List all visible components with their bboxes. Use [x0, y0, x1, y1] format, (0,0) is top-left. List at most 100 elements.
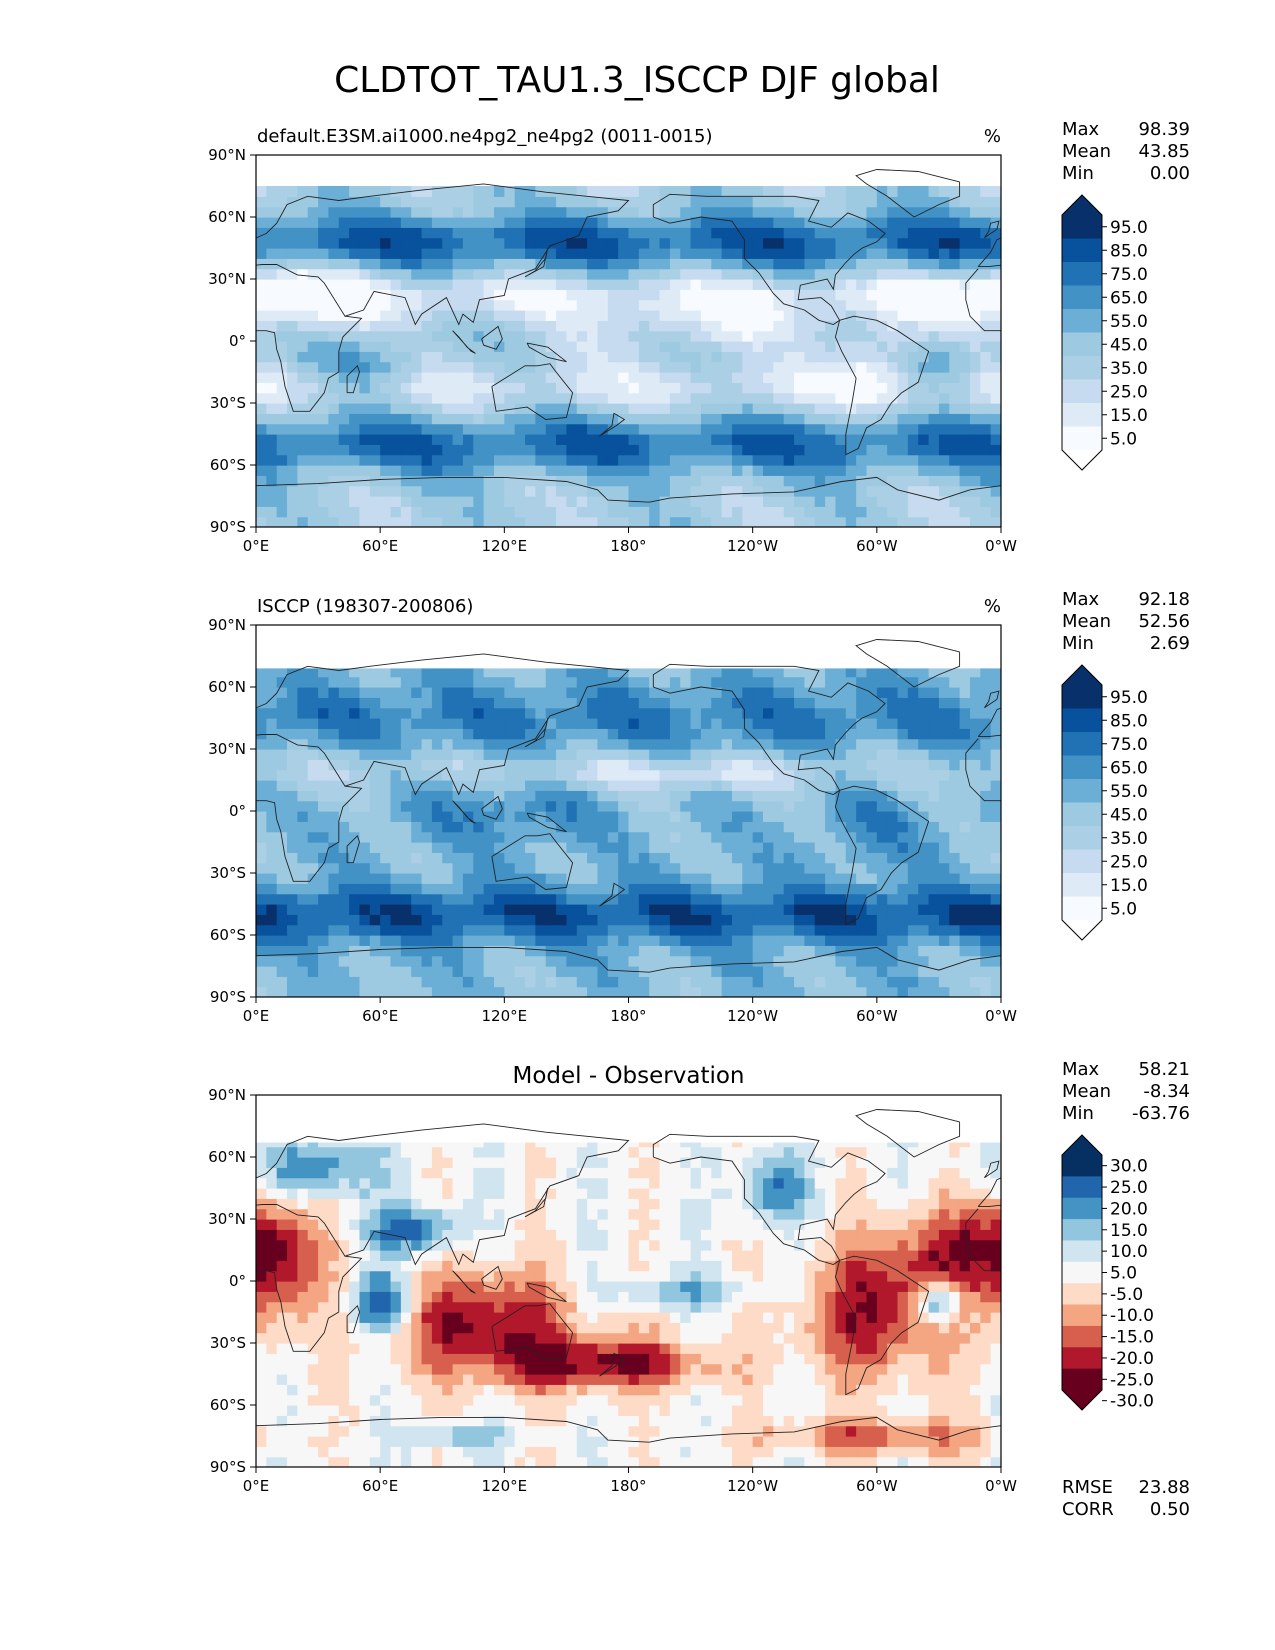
stat-label: Min [1062, 163, 1094, 184]
y-tick-label: 30°S [210, 1334, 246, 1352]
x-tick-label: 0°E [243, 1477, 270, 1495]
panel-title: Model - Observation [512, 1063, 744, 1089]
stat-label: Max [1062, 119, 1100, 140]
colorbar-outline [1061, 664, 1103, 941]
colorbar-outline [1061, 1134, 1103, 1411]
colorbar-tick-label: 25.0 [1110, 1178, 1148, 1198]
contour-field [256, 1142, 1001, 1467]
colorbar-segment [1062, 826, 1102, 850]
x-tick-label: 0°W [985, 537, 1017, 555]
colorbar-tick-label: 95.0 [1110, 218, 1148, 238]
stat-value: -63.76 [1132, 1103, 1190, 1124]
colorbar-segment [1062, 1219, 1102, 1241]
x-tick-label: 60°W [856, 1477, 898, 1495]
colorbar-segment [1062, 1261, 1102, 1284]
stat-value: 2.69 [1150, 633, 1190, 654]
colorbar-tick-label: 35.0 [1110, 829, 1148, 849]
y-tick-label: 30°N [208, 1210, 246, 1228]
colorbar-extend-max [1062, 665, 1102, 685]
y-tick-label: 60°N [208, 678, 246, 696]
colorbar-segment [1062, 708, 1102, 733]
colorbar-tick-label: 10.0 [1110, 1242, 1148, 1262]
colorbar-segment [1062, 426, 1102, 451]
contour-field [256, 186, 1001, 527]
stat-value: 0.00 [1150, 163, 1190, 184]
colorbar-segment [1062, 849, 1102, 874]
colorbar-tick-label: 35.0 [1110, 359, 1148, 379]
x-tick-label: 120°W [727, 537, 778, 555]
y-tick-label: 90°N [208, 1086, 246, 1104]
x-tick-label: 120°E [482, 1007, 528, 1025]
x-tick-label: 180° [610, 537, 646, 555]
y-tick-label: 30°S [210, 394, 246, 412]
colorbar-segment [1062, 356, 1102, 380]
y-tick-label: 60°N [208, 1148, 246, 1166]
colorbar-segment [1062, 755, 1102, 780]
y-tick-label: 90°N [208, 616, 246, 634]
panel-units: % [984, 126, 1001, 147]
colorbar-extend-min [1062, 920, 1102, 940]
stat-label: RMSE [1062, 1477, 1113, 1498]
y-tick-label: 90°S [210, 1458, 246, 1476]
x-tick-label: 60°E [362, 1477, 398, 1495]
colorbar-tick-label: -15.0 [1110, 1328, 1154, 1348]
stat-value: 52.56 [1138, 611, 1190, 632]
colorbar-segment [1062, 262, 1102, 286]
x-tick-label: 60°W [856, 1007, 898, 1025]
colorbar-segment [1062, 1155, 1102, 1177]
stat-value: 92.18 [1138, 589, 1190, 610]
panel-units: % [984, 596, 1001, 617]
coastlines [256, 639, 1001, 973]
colorbar-tick-label: 85.0 [1110, 711, 1148, 731]
colorbar-tick-label: 25.0 [1110, 852, 1148, 872]
x-tick-label: 0°E [243, 537, 270, 555]
y-tick-label: 60°N [208, 208, 246, 226]
panel-model: default.E3SM.ai1000.ne4pg2_ne4pg2 (0011-… [208, 119, 1190, 555]
panel-observation: ISCCP (198307-200806) % 0°E 60°E 120°E 180° 12… [208, 589, 1190, 1025]
y-tick-label: 30°S [210, 864, 246, 882]
x-tick-label: 120°W [727, 1007, 778, 1025]
colorbar-tick-label: 75.0 [1110, 265, 1148, 285]
stat-label: Min [1062, 1103, 1094, 1124]
colorbar-segment [1062, 896, 1102, 921]
panel-title: default.E3SM.ai1000.ne4pg2_ne4pg2 (0011-… [257, 126, 712, 147]
colorbar: 30.025.020.015.010.05.0-5.0-10.0-15.0-20… [1061, 1134, 1154, 1412]
colorbar-tick-label: -25.0 [1110, 1370, 1154, 1390]
colorbar-tick-label: 15.0 [1110, 876, 1148, 896]
colorbar: 95.0 85.0 75.0 65.0 55.0 45.0 35.0 25.0 15.0 5.0 [1061, 664, 1148, 941]
colorbar: 95.0 85.0 75.0 65.0 55.0 45.0 35.0 25.0 15.0 5.0 [1061, 194, 1148, 471]
colorbar-segment [1062, 802, 1102, 827]
colorbar-tick-label: 5.0 [1110, 899, 1137, 919]
stat-label: CORR [1062, 1499, 1114, 1520]
stat-label: Min [1062, 633, 1094, 654]
colorbar-tick-label: -10.0 [1110, 1306, 1154, 1326]
coastlines [256, 169, 1001, 503]
y-tick-label: 30°N [208, 740, 246, 758]
colorbar-segment [1062, 1240, 1102, 1263]
stat-value: -8.34 [1143, 1081, 1190, 1102]
x-tick-label: 60°W [856, 537, 898, 555]
colorbar-tick-label: 5.0 [1110, 429, 1137, 449]
stat-value: 98.39 [1138, 119, 1190, 140]
panel-title: ISCCP (198307-200806) [257, 596, 473, 617]
x-tick-label: 120°E [482, 1477, 528, 1495]
colorbar-segment [1062, 685, 1102, 709]
y-tick-label: 90°S [210, 518, 246, 536]
colorbar-tick-label: 55.0 [1110, 782, 1148, 802]
x-tick-label: 0°E [243, 1007, 270, 1025]
colorbar-tick-label: 25.0 [1110, 382, 1148, 402]
y-tick-label: 60°S [210, 456, 246, 474]
colorbar-tick-label: 85.0 [1110, 241, 1148, 261]
x-tick-label: 180° [610, 1477, 646, 1495]
colorbar-segment [1062, 309, 1102, 333]
colorbar-tick-label: 55.0 [1110, 312, 1148, 332]
colorbar-segment [1062, 1283, 1102, 1306]
stat-label: Max [1062, 1059, 1100, 1080]
colorbar-tick-label: 75.0 [1110, 735, 1148, 755]
colorbar-segment [1062, 1325, 1102, 1348]
contour-field [256, 668, 1001, 997]
stat-value: 58.21 [1138, 1059, 1190, 1080]
colorbar-segment [1062, 1347, 1102, 1370]
colorbar-tick-label: 20.0 [1110, 1199, 1148, 1219]
